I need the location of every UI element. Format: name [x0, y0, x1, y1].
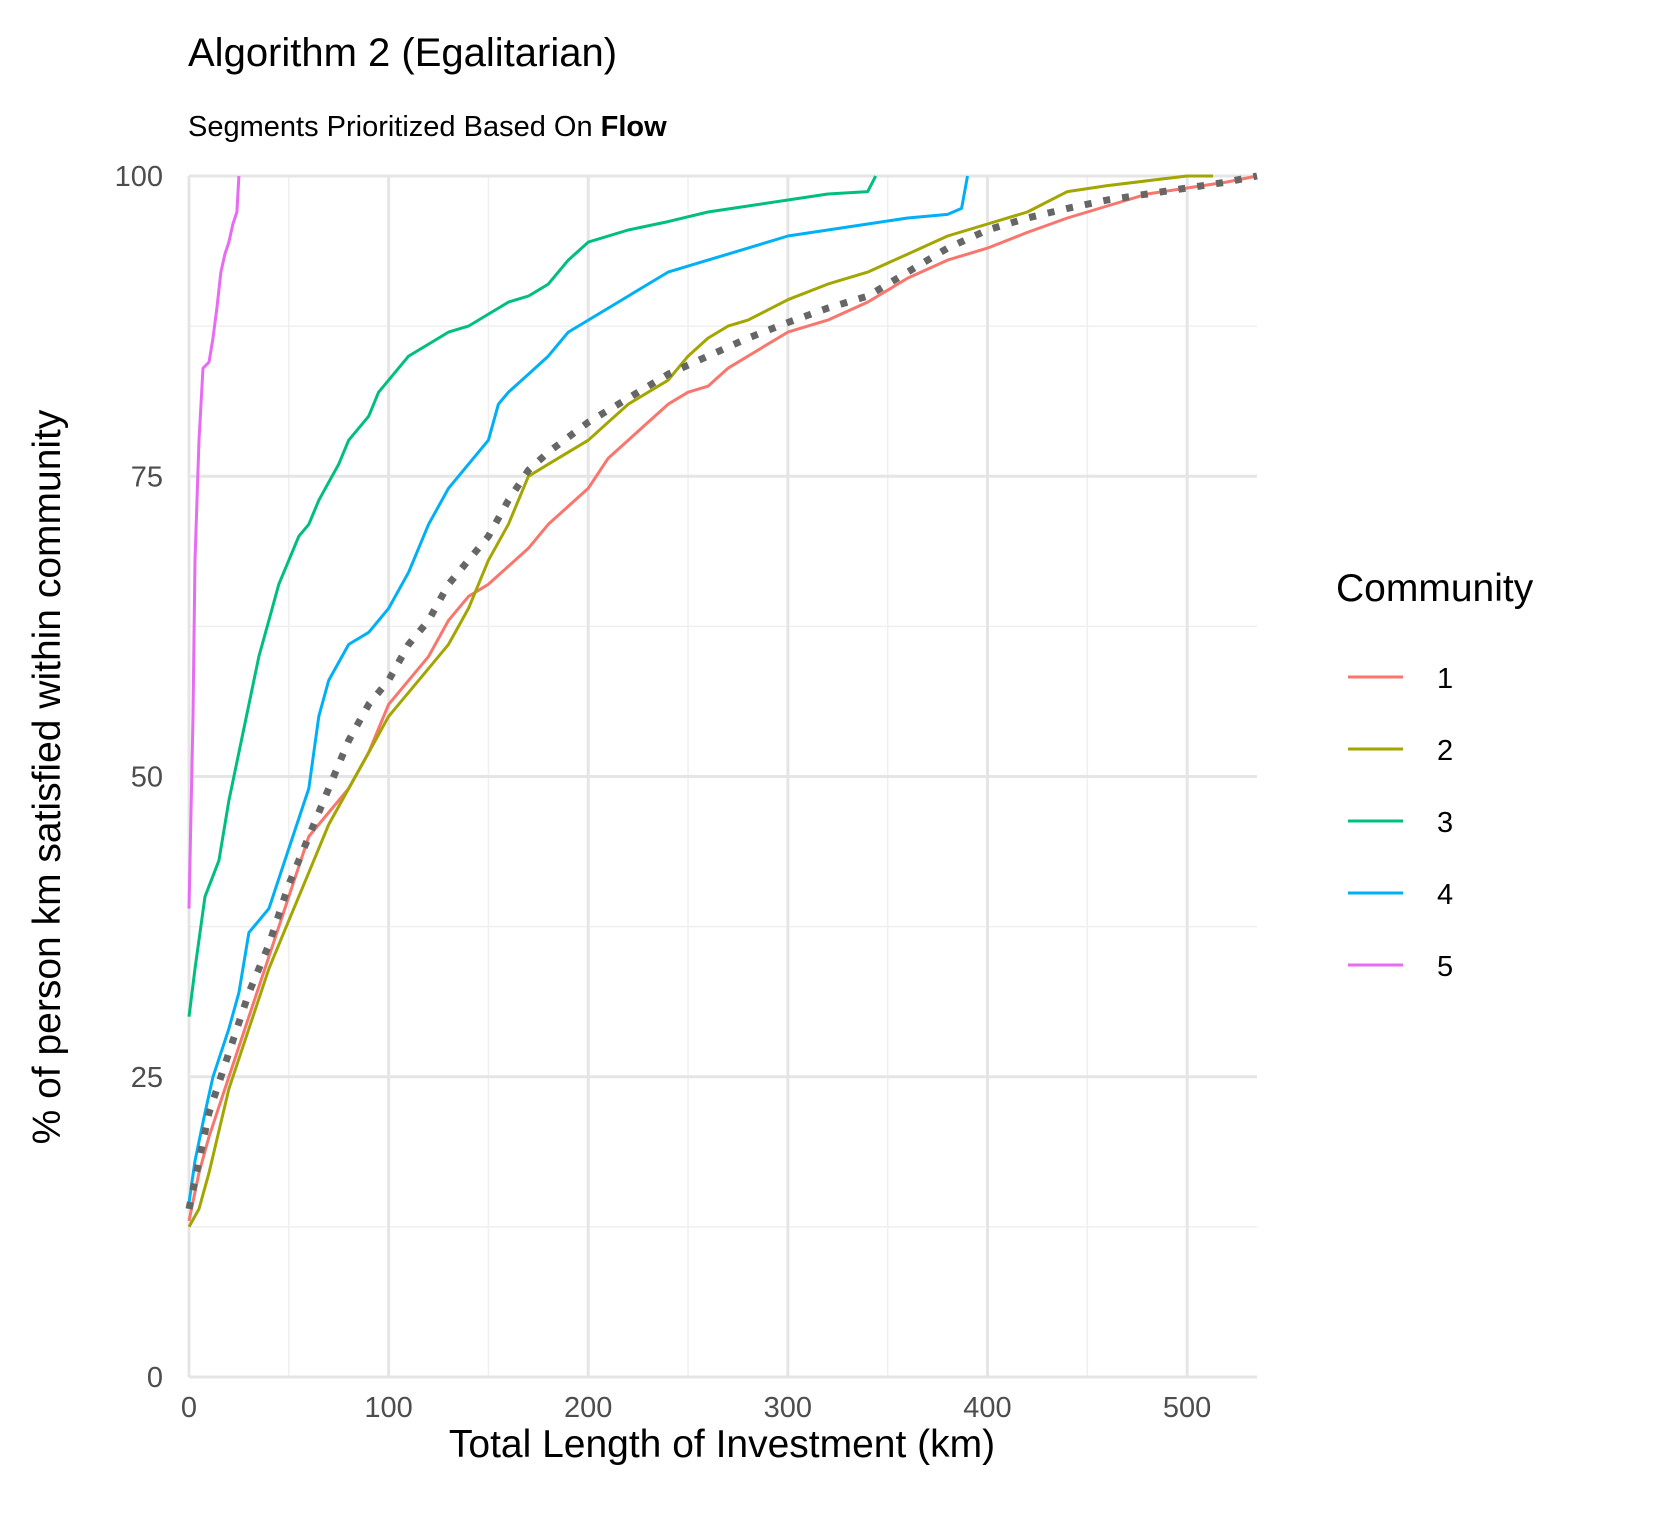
series-line-4	[187, 175, 969, 1204]
series-line-2	[187, 174, 1214, 1228]
x-tick-label: 400	[963, 1392, 1011, 1424]
x-tick-label: 200	[564, 1392, 612, 1424]
series-lines	[185, 172, 1258, 1228]
chart-title: Algorithm 2 (Egalitarian)	[188, 31, 617, 75]
series-line-1	[187, 174, 1258, 1222]
x-tick-label: 0	[181, 1392, 197, 1424]
x-axis-title: Total Length of Investment (km)	[449, 1423, 995, 1466]
x-tick-label: 300	[764, 1392, 812, 1424]
y-tick-label: 50	[131, 762, 163, 794]
y-tick-label: 100	[115, 161, 163, 193]
legend-title: Community	[1336, 567, 1534, 610]
legend-label-5: 5	[1437, 951, 1453, 983]
y-tick-label: 25	[131, 1062, 163, 1094]
legend-items: 1 2 3 4 5	[1348, 663, 1453, 983]
subtitle-prefix: Segments Prioritized Based On	[188, 111, 601, 143]
x-axis-ticks: 0 100 200 300 400 500	[181, 1392, 1211, 1424]
series-line-5	[187, 175, 241, 909]
legend: Community 1 2 3 4 5	[1336, 567, 1534, 983]
y-tick-label: 75	[131, 461, 163, 493]
x-tick-label: 500	[1163, 1392, 1211, 1424]
legend-label-2: 2	[1437, 735, 1453, 767]
legend-label-3: 3	[1437, 807, 1453, 839]
subtitle-bold: Flow	[601, 111, 667, 143]
legend-label-4: 4	[1437, 879, 1453, 911]
series-line-average	[185, 172, 1258, 1210]
y-axis-ticks: 0 25 50 75 100	[115, 161, 163, 1394]
y-tick-label: 0	[147, 1362, 163, 1394]
series-line-3	[187, 175, 878, 1017]
chart-subtitle: Segments Prioritized Based On Flow	[188, 111, 667, 143]
y-axis-title: % of person km satisfied within communit…	[26, 409, 69, 1144]
legend-label-1: 1	[1437, 663, 1453, 695]
x-tick-label: 100	[364, 1392, 412, 1424]
gridlines	[187, 174, 1257, 1379]
